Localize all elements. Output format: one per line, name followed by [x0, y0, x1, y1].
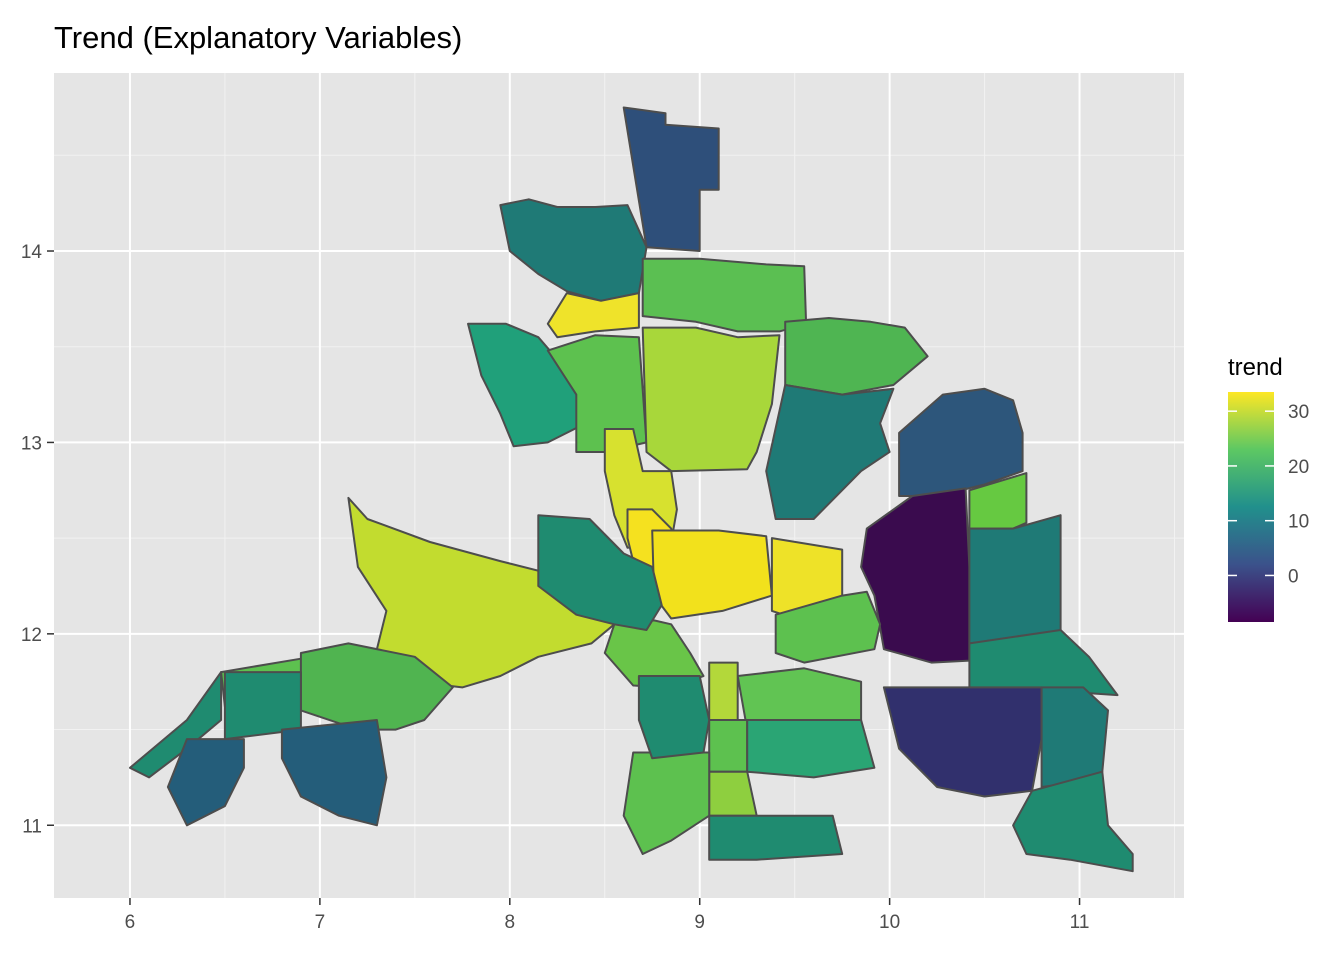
region-central-yellow-green [641, 326, 781, 473]
region-southwest-blue-2 [280, 719, 388, 827]
region-southwest-green-2 [299, 642, 454, 731]
region-south-green-5 [622, 751, 711, 855]
region-west-teal-big [537, 514, 663, 631]
region-south-teal-center [746, 719, 876, 779]
y-tick-label: 14 [21, 242, 43, 263]
region-southwest-teal [129, 671, 223, 779]
regions [129, 106, 1134, 873]
x-axis: 6 7 8 9 10 11 [125, 898, 1090, 933]
legend-tick-label: 10 [1288, 512, 1309, 533]
region-far-north [622, 106, 720, 252]
legend-colorbar [1228, 392, 1274, 622]
x-tick-label: 11 [1070, 912, 1090, 933]
region-south-center-yellow-green [708, 661, 739, 721]
chart-title: Trend (Explanatory Variables) [54, 20, 463, 55]
region-south-green-3 [708, 719, 749, 773]
region-south-teal-small [637, 675, 711, 760]
region-east-purple-dark [860, 487, 971, 664]
region-north-east-teal [765, 384, 895, 520]
y-axis: 11 12 13 14 [21, 242, 54, 837]
y-tick-label: 11 [22, 816, 42, 837]
x-tick-label: 9 [694, 912, 705, 933]
legend-tick-label: 20 [1288, 457, 1309, 478]
region-south-green-4 [708, 770, 758, 817]
x-tick-label: 6 [125, 912, 136, 933]
legend: trend 30 20 10 0 [1228, 354, 1309, 622]
region-west-lime [347, 496, 616, 689]
legend-tick-label: 30 [1288, 402, 1309, 423]
x-tick-label: 8 [505, 912, 516, 933]
region-south-center-green-1 [774, 590, 882, 664]
region-east-teal [968, 514, 1062, 645]
y-tick-label: 13 [21, 433, 42, 454]
x-tick-label: 7 [315, 912, 326, 933]
region-south-teal-bottom [708, 814, 844, 861]
legend-tick-label: 0 [1288, 566, 1299, 587]
x-tick-label: 10 [879, 912, 900, 933]
legend-title: trend [1228, 354, 1283, 381]
region-southeast-teal-far [1012, 770, 1134, 873]
region-center-green-mid [603, 619, 705, 689]
region-yellow-strip [546, 292, 640, 339]
region-southwest-blue-1 [166, 738, 245, 827]
y-tick-label: 12 [21, 625, 42, 646]
